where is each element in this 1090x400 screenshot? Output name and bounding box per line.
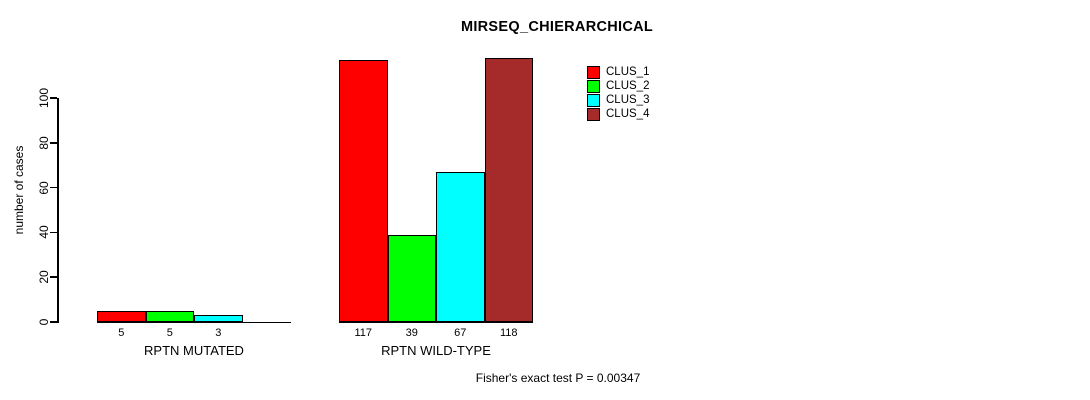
legend-label: CLUS_4: [606, 108, 650, 120]
x-group-label: RPTN WILD-TYPE: [381, 343, 491, 358]
legend-swatch-icon: [587, 65, 600, 79]
legend-swatch-icon: [587, 79, 600, 93]
bar-value-label: 67: [454, 327, 467, 339]
bar-value-label: 5: [166, 327, 173, 339]
legend-item: CLUS_2: [587, 79, 649, 93]
y-tick-mark: [50, 97, 57, 99]
y-tick-label: 40: [37, 225, 51, 240]
legend-swatch-icon: [587, 93, 600, 107]
bar-value-label: 39: [405, 327, 418, 339]
bar-value-label: 5: [118, 327, 125, 339]
y-tick-label: 0: [37, 318, 51, 326]
legend-item: CLUS_4: [587, 107, 649, 121]
y-tick-label: 60: [37, 180, 51, 195]
bar-clus_2: [387, 234, 436, 322]
legend: CLUS_1 CLUS_2 CLUS_3 CLUS_4: [587, 65, 649, 121]
bar-clus_1: [339, 59, 388, 322]
bar-clus_2: [145, 310, 194, 322]
y-tick-label: 80: [37, 136, 51, 150]
y-tick-mark: [50, 276, 57, 278]
legend-swatch-icon: [587, 107, 600, 121]
legend-item: CLUS_3: [587, 93, 649, 107]
group-baseline: [97, 321, 291, 323]
legend-label: CLUS_3: [606, 94, 650, 106]
legend-item: CLUS_1: [587, 65, 649, 79]
chart-title: MIRSEQ_CHIERARCHICAL: [460, 19, 654, 35]
bar-value-label: 118: [499, 327, 518, 339]
fisher-test-annotation: Fisher's exact test P = 0.00347: [475, 371, 641, 385]
y-tick-mark: [50, 142, 57, 144]
bar-value-label: 117: [354, 327, 373, 339]
legend-label: CLUS_1: [606, 66, 650, 78]
y-tick-mark: [50, 186, 57, 189]
bar-clus_1: [97, 310, 146, 322]
bar-clus_3: [194, 315, 243, 322]
bar-value-label: 3: [215, 327, 222, 339]
y-tick-label: 20: [37, 270, 51, 284]
y-tick-mark: [50, 231, 57, 234]
bar-clus_4: [484, 57, 533, 322]
y-axis-line: [57, 98, 59, 323]
y-tick-mark: [50, 321, 57, 323]
group-baseline: [339, 321, 533, 323]
y-tick-label: 100: [37, 87, 51, 109]
legend-label: CLUS_2: [606, 80, 650, 92]
bar-clus_3: [436, 171, 485, 322]
x-group-label: RPTN MUTATED: [144, 343, 244, 358]
